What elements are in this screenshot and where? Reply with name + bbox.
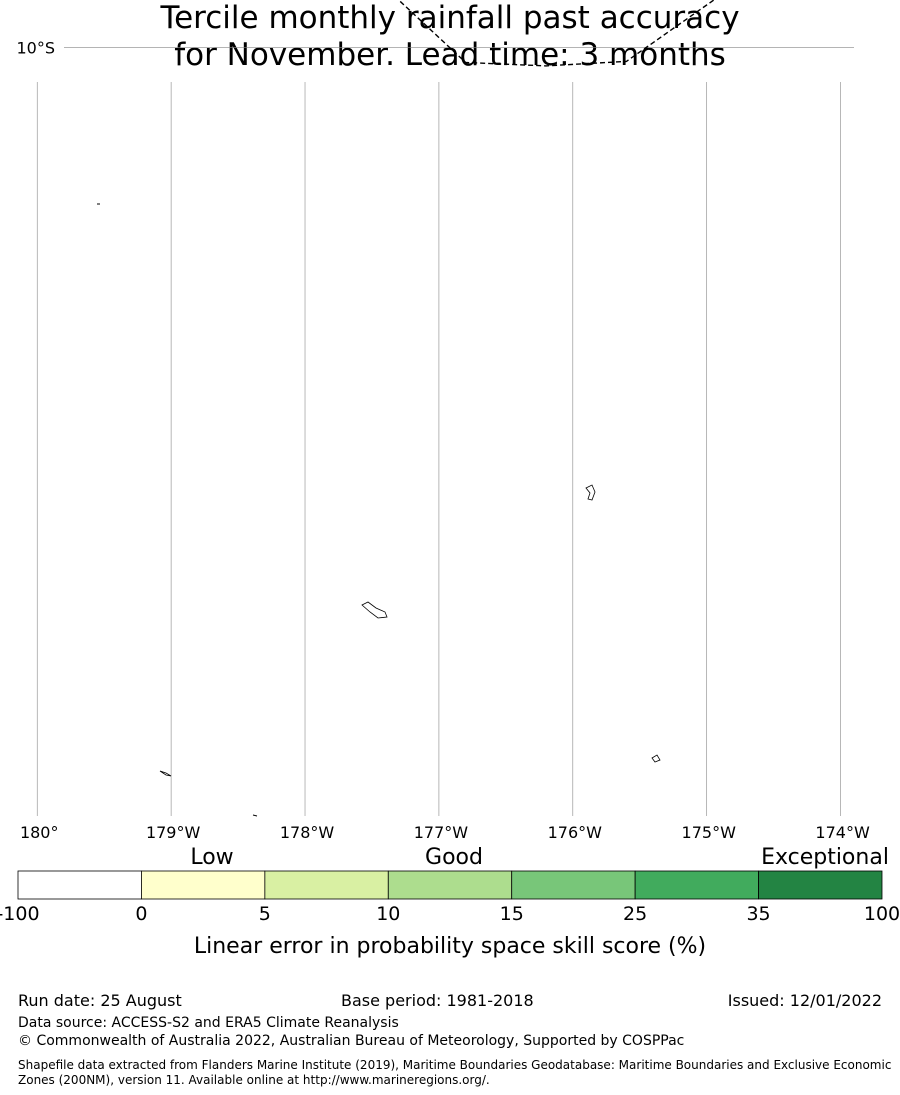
copyright: © Commonwealth of Australia 2022, Austra… — [18, 1033, 685, 1049]
longitude-label: 180° — [20, 823, 59, 842]
data-source: Data source: ACCESS-S2 and ERA5 Climate … — [18, 1015, 399, 1031]
category-label-low: Low — [190, 845, 233, 870]
longitude-label: 179°W — [146, 823, 201, 842]
colorbar-tick-label: 100 — [864, 903, 900, 925]
shapefile-credit: Shapefile data extracted from Flanders M… — [18, 1058, 892, 1087]
colorbar-tick-label: 0 — [135, 903, 147, 925]
colorbar-tick-labels: -100 0 5 10 15 25 35 100 — [0, 903, 900, 925]
colorbar-swatch — [141, 870, 266, 900]
issued-date: Issued: 12/01/2022 — [727, 991, 882, 1010]
colorbar-tick-label: 5 — [259, 903, 271, 925]
colorbar-swatch — [634, 870, 759, 900]
longitude-labels: 180° 179°W 178°W 177°W 176°W 175°W 174°W — [20, 823, 870, 842]
colorbar-tick-label: 15 — [500, 903, 524, 925]
colorbar-swatch — [758, 870, 883, 900]
colorbar-swatch — [511, 870, 636, 900]
colorbar-tick-label: 10 — [376, 903, 400, 925]
island-dot-south — [252, 814, 258, 817]
longitude-label: 177°W — [414, 823, 469, 842]
island-tutuila — [585, 484, 596, 501]
island-swains — [651, 754, 661, 763]
category-label-exceptional: Exceptional — [761, 845, 889, 870]
colorbar-tick-label: 35 — [746, 903, 770, 925]
colorbar-swatch — [264, 870, 389, 900]
island-southwest — [159, 770, 172, 777]
map-title-line-2: for November. Lead time: 3 months — [174, 37, 726, 73]
longitude-label: 175°W — [682, 823, 737, 842]
islands — [97, 203, 661, 817]
longitude-label: 176°W — [548, 823, 603, 842]
longitude-label: 174°W — [815, 823, 870, 842]
latitude-labels: 10°S11°S12°S13°S14°S15°S — [16, 39, 55, 58]
colorbar-tick-label: 25 — [623, 903, 647, 925]
longitude-label: 178°W — [280, 823, 335, 842]
colorbar-tick-label: -100 — [0, 903, 40, 925]
colorbar-swatch — [17, 870, 142, 900]
category-label-good: Good — [425, 845, 483, 870]
latitude-label: 10°S — [16, 39, 55, 58]
island-upolu — [361, 601, 388, 619]
colorbar-label: Linear error in probability space skill … — [194, 934, 706, 959]
base-period: Base period: 1981-2018 — [341, 991, 534, 1010]
run-date: Run date: 25 August — [18, 991, 182, 1010]
colorbar-swatches — [17, 870, 883, 900]
map-title-line-1: Tercile monthly rainfall past accuracy — [160, 0, 740, 36]
colorbar-swatch — [387, 870, 513, 900]
eez-boundary — [397, 0, 716, 67]
colorbar: Low Good Exceptional -100 0 5 10 15 25 35 100 L… — [0, 845, 900, 959]
graticule — [36, 47, 854, 816]
